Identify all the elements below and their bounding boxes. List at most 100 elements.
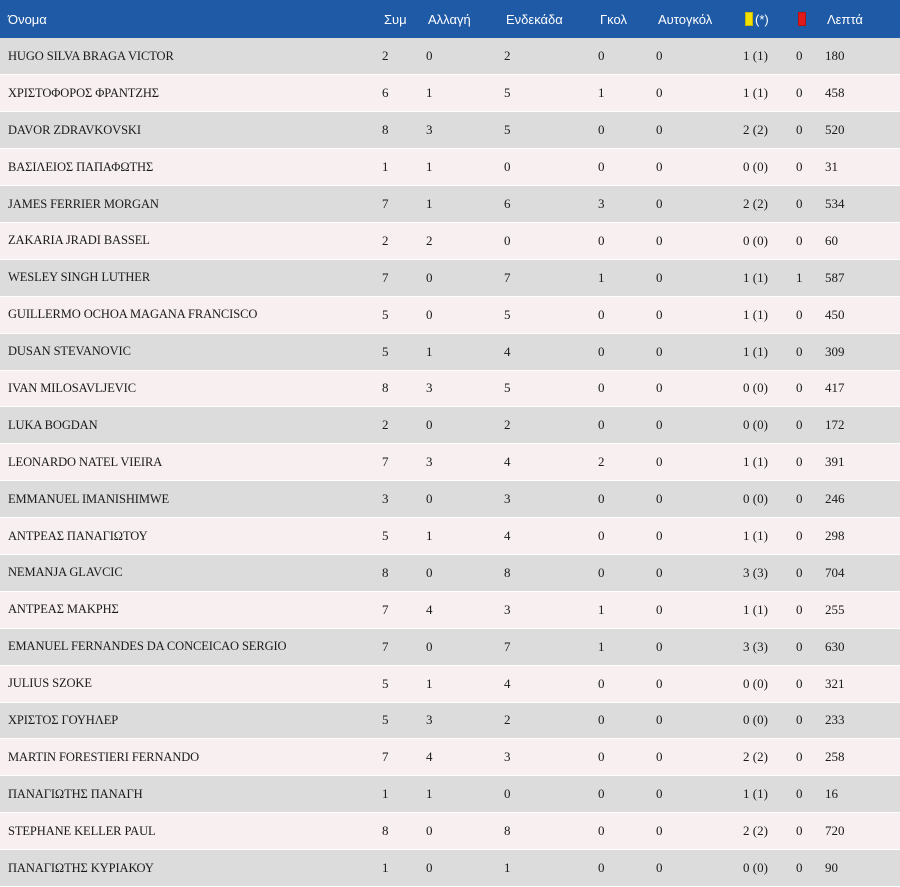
starts-cell: 8 bbox=[498, 812, 592, 851]
player-name[interactable]: EMANUEL FERNANDES DA CONCEICAO SERGIO bbox=[0, 628, 376, 666]
yellow-cards-cell: 1 (1) bbox=[737, 333, 790, 371]
player-name[interactable]: JULIUS SZOKE bbox=[0, 665, 376, 703]
player-name[interactable]: DUSAN STEVANOVIC bbox=[0, 333, 376, 371]
player-name[interactable]: ΠΑΝΑΓΙΩΤΗΣ ΚΥΡΙΑΚΟΥ bbox=[0, 849, 376, 887]
red-cards-cell: 0 bbox=[790, 849, 819, 887]
appearances-cell: 5 bbox=[376, 517, 420, 555]
player-name[interactable]: LUKA BOGDAN bbox=[0, 406, 376, 445]
player-name[interactable]: WESLEY SINGH LUTHER bbox=[0, 259, 376, 297]
player-name[interactable]: STEPHANE KELLER PAUL bbox=[0, 812, 376, 851]
own-goals-cell: 0 bbox=[650, 443, 737, 482]
starts-cell: 2 bbox=[498, 38, 592, 76]
header-own-goals[interactable]: Αυτογκόλ bbox=[658, 11, 713, 27]
goals-cell: 0 bbox=[592, 702, 650, 740]
appearances-cell: 7 bbox=[376, 443, 420, 482]
yellow-cards-cell: 0 (0) bbox=[737, 849, 790, 887]
player-name[interactable]: ΧΡΙΣΤΟΦΟΡΟΣ ΦΡΑΝΤΖΗΣ bbox=[0, 74, 376, 113]
substitute-cell: 0 bbox=[420, 554, 498, 592]
header-goals[interactable]: Γκολ bbox=[600, 11, 627, 27]
minutes-cell: 60 bbox=[819, 222, 900, 260]
yellow-cards-cell: 1 (1) bbox=[737, 591, 790, 629]
appearances-cell: 8 bbox=[376, 554, 420, 592]
goals-cell: 0 bbox=[592, 849, 650, 887]
header-yellow-cards[interactable]: (*) bbox=[737, 0, 790, 38]
starts-cell: 3 bbox=[498, 591, 592, 629]
yellow-cards-cell: 2 (2) bbox=[737, 185, 790, 223]
own-goals-cell: 0 bbox=[650, 38, 737, 76]
goals-cell: 0 bbox=[592, 665, 650, 703]
own-goals-cell: 0 bbox=[650, 702, 737, 740]
substitute-cell: 1 bbox=[420, 148, 498, 187]
starts-cell: 2 bbox=[498, 406, 592, 445]
minutes-cell: 321 bbox=[819, 665, 900, 703]
player-name[interactable]: ΒΑΣΙΛΕΙΟΣ ΠΑΠΑΦΩΤΗΣ bbox=[0, 148, 376, 187]
player-name[interactable]: HUGO SILVA BRAGA VICTOR bbox=[0, 38, 376, 76]
minutes-cell: 704 bbox=[819, 554, 900, 592]
player-name[interactable]: IVAN MILOSAVLJEVIC bbox=[0, 370, 376, 408]
table-row: ΠΑΝΑΓΙΩΤΗΣ ΠΑΝΑΓΗ 1 1 0 0 0 1 (1) 0 16 bbox=[0, 775, 900, 814]
player-name[interactable]: LEONARDO NATEL VIEIRA bbox=[0, 443, 376, 482]
red-cards-cell: 0 bbox=[790, 554, 819, 592]
appearances-cell: 6 bbox=[376, 74, 420, 113]
player-name[interactable]: ΑΝΤΡΕΑΣ ΜΑΚΡΗΣ bbox=[0, 591, 376, 629]
table-row: ΧΡΙΣΤΟΣ ΓΟΥΗΛΕΡ 5 3 2 0 0 0 (0) 0 233 bbox=[0, 702, 900, 740]
appearances-cell: 5 bbox=[376, 296, 420, 334]
starts-cell: 0 bbox=[498, 148, 592, 187]
appearances-cell: 2 bbox=[376, 222, 420, 260]
yellow-cards-cell: 0 (0) bbox=[737, 480, 790, 519]
appearances-cell: 7 bbox=[376, 738, 420, 777]
player-name[interactable]: NEMANJA GLAVCIC bbox=[0, 554, 376, 592]
goals-cell: 0 bbox=[592, 775, 650, 814]
red-cards-cell: 0 bbox=[790, 111, 819, 150]
header-starts[interactable]: Ενδεκάδα bbox=[506, 11, 563, 27]
goals-cell: 0 bbox=[592, 222, 650, 260]
starts-cell: 3 bbox=[498, 738, 592, 777]
header-substitute[interactable]: Αλλαγή bbox=[428, 11, 471, 27]
yellow-card-icon bbox=[745, 11, 753, 26]
starts-cell: 3 bbox=[498, 480, 592, 519]
minutes-cell: 172 bbox=[819, 406, 900, 445]
appearances-cell: 8 bbox=[376, 370, 420, 408]
player-name[interactable]: JAMES FERRIER MORGAN bbox=[0, 185, 376, 223]
minutes-cell: 417 bbox=[819, 370, 900, 408]
header-appearances[interactable]: Συμ bbox=[384, 11, 407, 27]
goals-cell: 1 bbox=[592, 628, 650, 666]
table-row: DUSAN STEVANOVIC 5 1 4 0 0 1 (1) 0 309 bbox=[0, 333, 900, 371]
appearances-cell: 8 bbox=[376, 111, 420, 150]
player-name[interactable]: ΠΑΝΑΓΙΩΤΗΣ ΠΑΝΑΓΗ bbox=[0, 775, 376, 814]
red-cards-cell: 0 bbox=[790, 38, 819, 76]
header-minutes[interactable]: Λεπτά bbox=[827, 11, 863, 27]
minutes-cell: 31 bbox=[819, 148, 900, 187]
player-name[interactable]: ΑΝΤΡΕΑΣ ΠΑΝΑΓΙΩΤΟΥ bbox=[0, 517, 376, 555]
header-red-cards[interactable] bbox=[790, 0, 819, 38]
minutes-cell: 450 bbox=[819, 296, 900, 334]
yellow-cards-cell: 1 (1) bbox=[737, 74, 790, 113]
own-goals-cell: 0 bbox=[650, 628, 737, 666]
player-name[interactable]: ΧΡΙΣΤΟΣ ΓΟΥΗΛΕΡ bbox=[0, 702, 376, 740]
yellow-cards-cell: 1 (1) bbox=[737, 443, 790, 482]
goals-cell: 0 bbox=[592, 296, 650, 334]
red-cards-cell: 0 bbox=[790, 370, 819, 408]
starts-cell: 5 bbox=[498, 111, 592, 150]
player-name[interactable]: MARTIN FORESTIERI FERNANDO bbox=[0, 738, 376, 777]
goals-cell: 0 bbox=[592, 738, 650, 777]
appearances-cell: 7 bbox=[376, 628, 420, 666]
own-goals-cell: 0 bbox=[650, 406, 737, 445]
player-name[interactable]: GUILLERMO OCHOA MAGANA FRANCISCO bbox=[0, 296, 376, 334]
goals-cell: 0 bbox=[592, 148, 650, 187]
red-cards-cell: 0 bbox=[790, 185, 819, 223]
own-goals-cell: 0 bbox=[650, 74, 737, 113]
goals-cell: 0 bbox=[592, 554, 650, 592]
own-goals-cell: 0 bbox=[650, 591, 737, 629]
goals-cell: 0 bbox=[592, 370, 650, 408]
appearances-cell: 5 bbox=[376, 665, 420, 703]
minutes-cell: 391 bbox=[819, 443, 900, 482]
substitute-cell: 0 bbox=[420, 38, 498, 76]
header-name[interactable]: Όνομα bbox=[8, 11, 47, 27]
substitute-cell: 3 bbox=[420, 702, 498, 740]
player-name[interactable]: DAVOR ZDRAVKOVSKI bbox=[0, 111, 376, 150]
player-name[interactable]: ZAKARIA JRADI BASSEL bbox=[0, 222, 376, 260]
player-name[interactable]: EMMANUEL IMANISHIMWE bbox=[0, 480, 376, 519]
table-row: ZAKARIA JRADI BASSEL 2 2 0 0 0 0 (0) 0 60 bbox=[0, 222, 900, 260]
yellow-cards-cell: 1 (1) bbox=[737, 775, 790, 814]
